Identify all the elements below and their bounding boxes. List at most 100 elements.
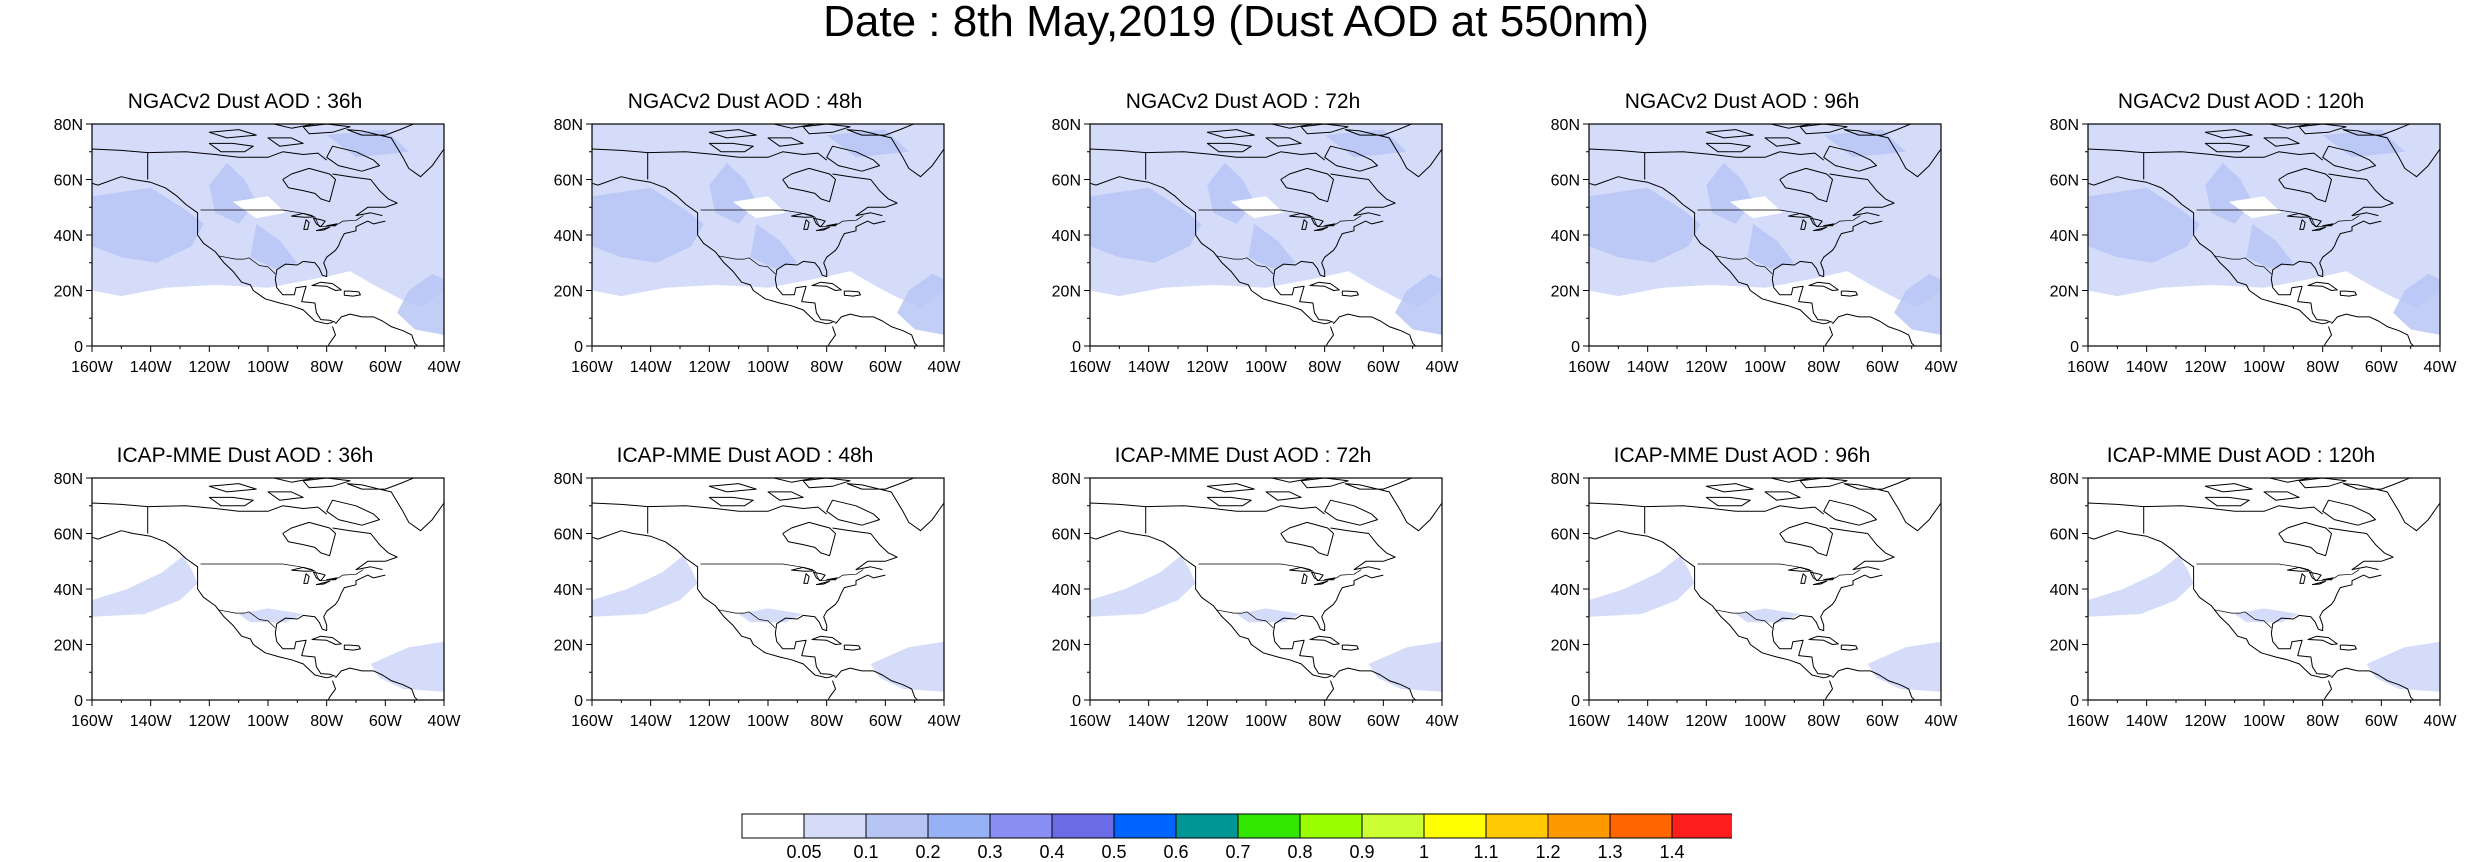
- island-outline: [803, 573, 810, 584]
- island-outline: [813, 571, 826, 582]
- colorbar-swatch: [1113, 813, 1177, 839]
- colorbar-label: 0.7: [1225, 842, 1250, 862]
- lat-tick-label: 60N: [1052, 173, 1081, 190]
- coastline: [282, 167, 336, 203]
- colorbar-swatch: [865, 813, 929, 839]
- coastline: [92, 148, 328, 186]
- lat-tick-label: 20N: [2050, 638, 2079, 655]
- lon-tick-label: 80W: [810, 713, 844, 730]
- dust-area-light: [238, 608, 304, 623]
- clear-area: [1230, 196, 1284, 219]
- coastline: [1272, 220, 1384, 323]
- lat-tick-label: 20N: [2050, 284, 2079, 301]
- colorbar-label: 0.1: [853, 842, 878, 862]
- coastline: [2323, 326, 2332, 346]
- coastline: [2331, 313, 2415, 346]
- colorbar-label: 0.6: [1163, 842, 1188, 862]
- coastline: [1832, 313, 1916, 346]
- island-outline: [208, 496, 254, 507]
- lat-tick-label: 40N: [2050, 228, 2079, 245]
- island-outline: [2263, 137, 2300, 147]
- map-plot: 80N 60N 40N 20N 0 160W 140W 120W 100W 80W 60W 40W: [1551, 117, 1959, 376]
- island-outline: [846, 478, 944, 532]
- island-outline: [708, 142, 754, 153]
- lat-tick-label: 20N: [1551, 638, 1580, 655]
- lat-tick-label: 20N: [54, 284, 83, 301]
- coastline: [1589, 502, 1825, 540]
- dust-area-light: [1236, 608, 1302, 623]
- lat-tick-label: 80N: [2050, 471, 2079, 488]
- country-border: [700, 563, 864, 582]
- colorbar-swatch: [741, 813, 805, 839]
- coastline: [2331, 667, 2415, 700]
- island-outline: [1812, 580, 1828, 586]
- coastline: [1280, 167, 1334, 203]
- lon-tick-label: 40W: [1925, 359, 1959, 376]
- island-outline: [826, 223, 838, 227]
- lat-tick-label: 40N: [2050, 582, 2079, 599]
- island-outline: [1313, 226, 1329, 232]
- dust-area-light: [592, 555, 698, 617]
- country-border: [218, 255, 276, 275]
- lat-tick-label: 80N: [554, 117, 583, 134]
- coastline: [1325, 680, 1334, 700]
- coastline: [1779, 521, 1833, 557]
- island-outline: [1823, 577, 1835, 581]
- colorbar-swatch: [989, 813, 1053, 839]
- country-border: [2214, 609, 2272, 629]
- island-outline: [1265, 137, 1302, 147]
- coastline: [2270, 574, 2382, 677]
- colorbar-swatch: [1299, 813, 1363, 839]
- island-outline: [1840, 644, 1858, 651]
- dust-area-light: [738, 608, 804, 623]
- dust-area-medium: [1395, 273, 1442, 335]
- coastline: [592, 148, 828, 186]
- lon-tick-label: 40W: [1426, 359, 1460, 376]
- island-outline: [1764, 137, 1801, 147]
- lon-tick-label: 160W: [1568, 713, 1611, 730]
- lat-tick-label: 20N: [1052, 284, 1081, 301]
- coastline: [1824, 326, 1833, 346]
- coastline: [1771, 574, 1883, 677]
- island-outline: [346, 124, 444, 178]
- lat-tick-label: 0: [2070, 693, 2079, 710]
- island-outline: [2269, 124, 2312, 129]
- island-outline: [2342, 124, 2440, 178]
- coastline: [274, 574, 386, 677]
- lat-tick-label: 40N: [1052, 582, 1081, 599]
- island-outline: [1843, 124, 1941, 178]
- dust-area-medium: [826, 129, 909, 158]
- lon-tick-label: 40W: [1426, 713, 1460, 730]
- island-outline: [2204, 142, 2250, 153]
- island-outline: [1324, 145, 1378, 172]
- island-outline: [1324, 499, 1378, 526]
- map-plot: 80N 60N 40N 20N 0 160W 140W 120W 100W 80W 60W 40W: [1052, 117, 1460, 376]
- coastline: [774, 574, 886, 677]
- country-border: [2196, 563, 2360, 582]
- coastline: [327, 680, 336, 700]
- lon-tick-label: 140W: [1627, 713, 1670, 730]
- lat-tick-label: 60N: [2050, 527, 2079, 544]
- lon-tick-label: 100W: [247, 359, 290, 376]
- lon-tick-label: 120W: [188, 359, 231, 376]
- lon-tick-label: 160W: [2067, 359, 2110, 376]
- coastline: [2278, 521, 2332, 557]
- lat-tick-label: 40N: [554, 228, 583, 245]
- coastline: [782, 167, 836, 203]
- map-panel-icap-96: ICAP-MME Dust AOD : 96h 80N 60N 40N 20N 0 160W…: [1537, 444, 1959, 730]
- map-content: [2088, 124, 2440, 346]
- lon-tick-label: 60W: [2365, 359, 2399, 376]
- island-outline: [1301, 573, 1308, 584]
- lon-tick-label: 80W: [810, 359, 844, 376]
- island-outline: [1705, 483, 1754, 493]
- colorbar-label: 1.3: [1597, 842, 1622, 862]
- lat-tick-label: 80N: [1551, 471, 1580, 488]
- map-plot: 80N 60N 40N 20N 0 160W 140W 120W 100W 80W 60W 40W: [1551, 471, 1959, 730]
- dust-area-medium: [397, 273, 444, 335]
- country-border: [2214, 255, 2272, 275]
- lon-tick-label: 40W: [428, 713, 462, 730]
- dust-area-medium: [326, 129, 409, 158]
- coastline: [1594, 530, 1830, 679]
- colorbar-label: 1: [1419, 842, 1429, 862]
- lon-tick-label: 140W: [1128, 359, 1171, 376]
